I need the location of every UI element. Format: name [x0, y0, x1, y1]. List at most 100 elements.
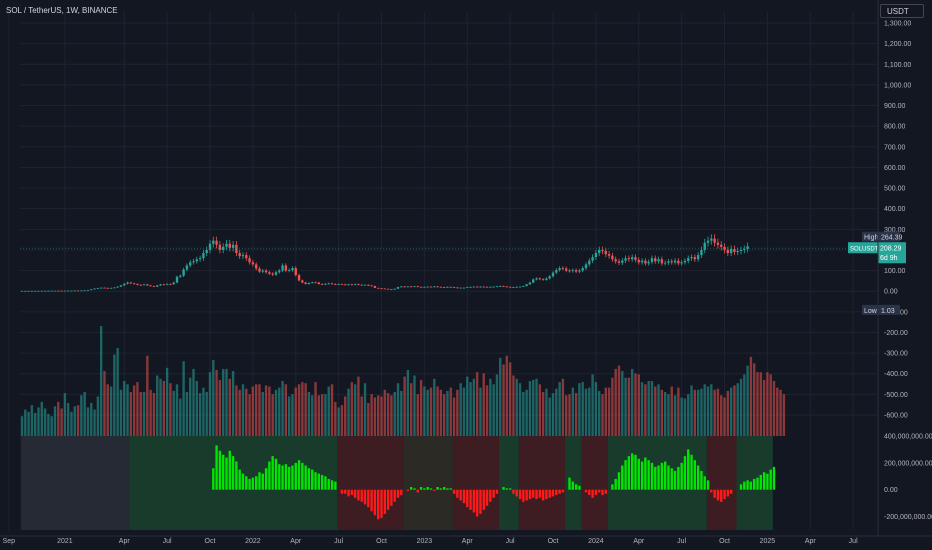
volume-bar	[175, 384, 179, 436]
oscillator-bar	[360, 489, 363, 502]
volume-bar	[195, 381, 198, 436]
volume-bar	[241, 384, 245, 436]
oscillator-bar	[241, 473, 245, 490]
candle-body	[555, 269, 558, 273]
oscillator-bar	[426, 487, 429, 490]
candle-body	[598, 249, 601, 254]
volume-bar	[528, 381, 532, 436]
volume-bar	[541, 392, 545, 436]
oscillator-bar	[254, 476, 258, 490]
x-tick-label: Apr	[633, 538, 645, 545]
candle-body	[568, 270, 571, 272]
volume-bar	[545, 388, 548, 436]
oscillator-bar	[469, 489, 472, 510]
candle-body	[617, 261, 621, 263]
volume-bar	[231, 371, 235, 436]
oscillator-bar	[588, 489, 591, 496]
volume-bar	[27, 411, 30, 436]
volume-bar	[495, 374, 499, 436]
candle-body	[245, 255, 248, 259]
oscillator-bar	[614, 478, 617, 490]
oscillator-bar	[380, 489, 383, 518]
candle-body	[614, 259, 617, 262]
candle-body	[307, 282, 311, 284]
oscillator-bar	[475, 489, 479, 517]
volume-bar	[667, 394, 670, 436]
volume-bar	[96, 396, 100, 436]
oscillator-bar	[746, 480, 749, 490]
volume-bar	[726, 390, 730, 436]
volume-bar	[357, 376, 360, 436]
candle-body	[700, 249, 703, 256]
candle-body	[301, 280, 304, 283]
oscillator-bar	[555, 489, 558, 496]
candle-body	[205, 249, 208, 254]
volume-bar	[489, 378, 492, 436]
volume-bar	[762, 379, 766, 436]
candle-body	[535, 278, 538, 280]
candle-body	[532, 279, 535, 283]
volume-bar	[43, 408, 47, 436]
oscillator-bar	[416, 489, 419, 493]
oscillator-bar	[647, 460, 650, 490]
volume-bar	[340, 405, 344, 436]
oscillator-bar	[627, 456, 631, 490]
volume-bar	[139, 392, 142, 436]
oscillator-bar	[630, 453, 634, 490]
candle-body	[710, 238, 713, 241]
candle-body	[90, 289, 93, 291]
volume-bar	[416, 394, 419, 436]
candle-body	[499, 286, 502, 287]
oscillator-bar	[663, 461, 667, 490]
volume-bar	[644, 384, 647, 436]
oscillator-bar	[320, 474, 324, 490]
candle-body	[743, 248, 746, 250]
oscillator-bar	[637, 458, 640, 490]
volume-bar	[40, 401, 43, 436]
volume-bar	[192, 368, 195, 436]
candle-body	[522, 286, 525, 287]
candle-body	[396, 287, 400, 289]
candle-body	[30, 290, 34, 292]
candle-body	[574, 270, 578, 272]
volume-bar	[713, 389, 716, 436]
candle-body	[192, 261, 195, 263]
volume-bar	[499, 357, 502, 436]
candle-body	[386, 288, 390, 290]
oscillator-bar	[212, 468, 215, 490]
oscillator-bar	[330, 480, 334, 490]
oscillator-bar	[723, 489, 726, 500]
volume-bar	[337, 407, 340, 436]
oscillator-bar	[410, 487, 413, 490]
candle-body	[673, 260, 677, 263]
candle-body	[462, 287, 466, 289]
volume-bar	[634, 373, 637, 436]
candle-body	[334, 283, 337, 285]
y-tick-label: 1,000.00	[884, 82, 911, 89]
volume-bar	[113, 354, 116, 436]
candle-body	[231, 244, 235, 248]
oscillator-bar	[535, 489, 538, 500]
price-series-label-box	[848, 242, 878, 254]
oscillator-bar	[334, 481, 337, 490]
symbol-title[interactable]: SOL / TetherUS, 1W, BINANCE	[6, 6, 118, 15]
oscillator-bar	[297, 460, 301, 490]
oscillator-bar	[406, 489, 410, 492]
x-tick-label: Oct	[719, 538, 730, 545]
oscillator-bar	[479, 489, 482, 514]
oscillator-bar	[644, 457, 647, 490]
candle-body	[466, 287, 469, 288]
candle-body	[149, 285, 152, 287]
candle-body	[261, 270, 264, 272]
volume-bar	[314, 382, 317, 436]
candle-body	[558, 268, 561, 270]
oscillator-bar	[449, 488, 452, 490]
volume-bar	[466, 376, 469, 436]
candle-body	[413, 286, 416, 288]
oscillator-bar	[466, 489, 469, 508]
candle-body	[80, 290, 83, 292]
candle-body	[495, 286, 499, 288]
currency-selector-button[interactable]: USDT	[880, 4, 924, 18]
